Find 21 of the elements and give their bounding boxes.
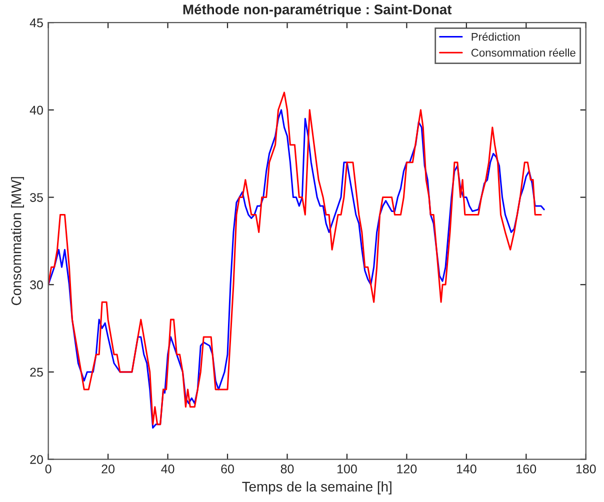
x-tick-label: 100 bbox=[337, 464, 357, 474]
y-tick-label: 25 bbox=[30, 368, 43, 377]
x-tick-label: 80 bbox=[280, 464, 294, 474]
x-tick-label: 140 bbox=[456, 464, 476, 474]
y-tick-label: 20 bbox=[30, 455, 43, 464]
x-tick-label: 180 bbox=[576, 464, 596, 474]
x-tick-label: 40 bbox=[161, 464, 174, 474]
x-axis-title: Temps de la semaine [h] bbox=[242, 481, 392, 494]
x-tick-label: 160 bbox=[516, 464, 536, 474]
y-tick-label: 30 bbox=[30, 280, 43, 290]
y-tick-label: 35 bbox=[30, 193, 43, 202]
y-axis-title: Consommation [MW] bbox=[11, 177, 24, 306]
y-tick-label: 40 bbox=[30, 106, 43, 115]
chart-title: Méthode non-paramétrique : Saint-Donat bbox=[183, 4, 452, 18]
x-tick-label: 0 bbox=[45, 464, 52, 474]
x-tick-label: 120 bbox=[397, 464, 417, 474]
y-tick-label: 45 bbox=[30, 18, 43, 28]
legend-label: Consommation réelle bbox=[471, 48, 576, 57]
x-tick-label: 20 bbox=[102, 464, 115, 474]
x-tick-label: 60 bbox=[221, 464, 234, 474]
legend-label: Prédiction bbox=[472, 32, 520, 41]
